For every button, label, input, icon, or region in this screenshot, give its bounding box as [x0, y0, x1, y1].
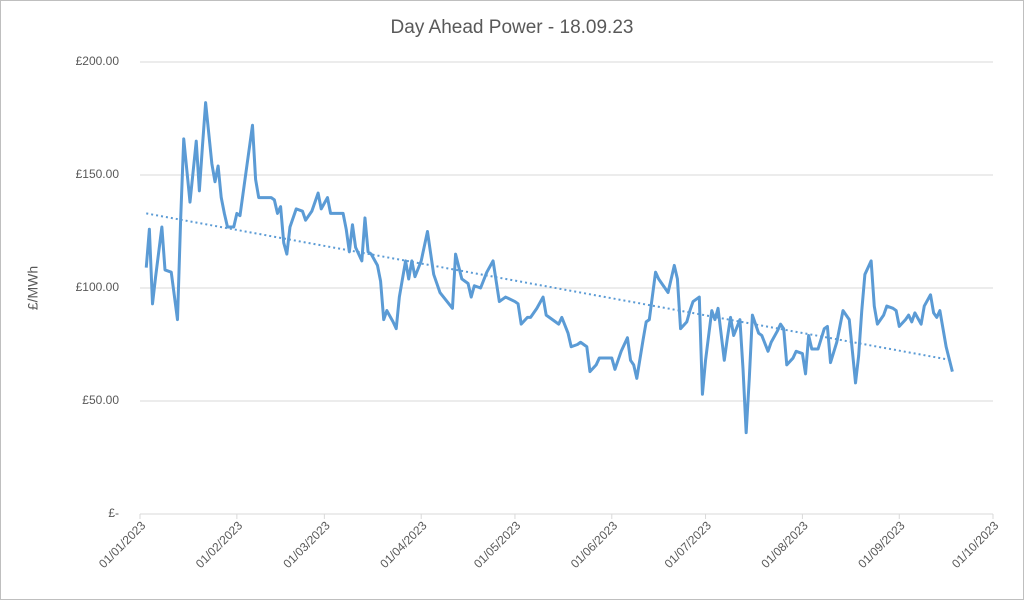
price-line: [144, 101, 954, 435]
y-tick-label: £50.00: [82, 393, 119, 407]
y-tick-label: £150.00: [76, 167, 120, 181]
y-tick-label: £200.00: [76, 54, 120, 68]
chart-title: Day Ahead Power - 18.09.23: [391, 17, 634, 38]
y-tick-label: £100.00: [76, 280, 120, 294]
y-tick-label: £-: [108, 506, 119, 520]
y-axis-label: £/MWh: [25, 266, 41, 310]
trend-line: [146, 212, 953, 362]
